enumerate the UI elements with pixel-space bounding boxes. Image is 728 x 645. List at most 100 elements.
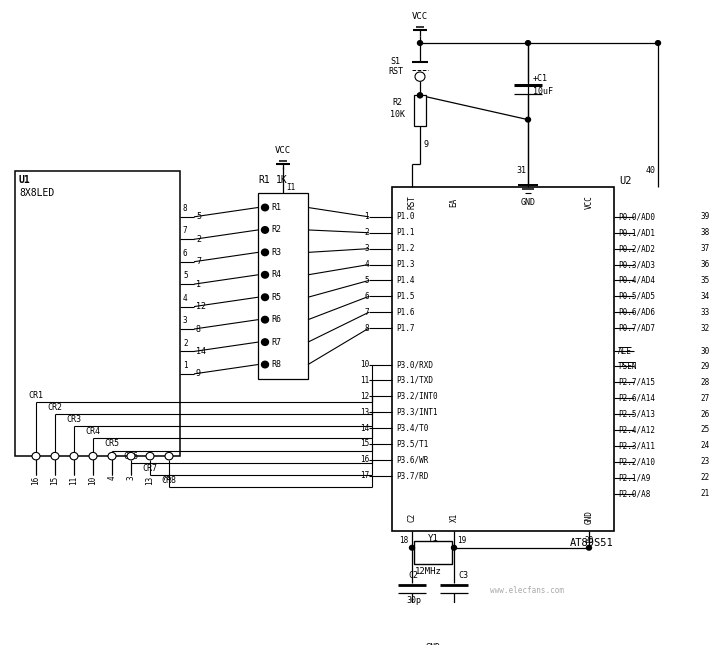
Text: 30: 30 (701, 347, 710, 356)
Text: R1: R1 (258, 175, 270, 185)
Text: 2: 2 (183, 339, 188, 348)
Text: CR3: CR3 (66, 415, 81, 424)
Text: 5: 5 (196, 212, 201, 221)
Circle shape (409, 611, 414, 615)
Circle shape (417, 93, 422, 97)
Text: 3: 3 (165, 476, 173, 481)
Text: CR8: CR8 (161, 476, 176, 485)
Text: U1: U1 (19, 175, 31, 185)
Text: P3.6/WR: P3.6/WR (396, 455, 428, 464)
Text: P2.3/A11: P2.3/A11 (618, 441, 655, 450)
Text: C2: C2 (408, 571, 418, 580)
Text: 22: 22 (701, 473, 710, 482)
Text: 20: 20 (585, 536, 593, 545)
Text: 12: 12 (196, 302, 206, 311)
Text: 11: 11 (360, 376, 369, 385)
Text: 3: 3 (183, 316, 188, 325)
Text: 38: 38 (701, 228, 710, 237)
Text: 10uF: 10uF (533, 87, 553, 96)
Circle shape (587, 546, 591, 550)
Text: 1: 1 (365, 212, 369, 221)
Text: 24: 24 (701, 441, 710, 450)
Text: 11: 11 (69, 476, 79, 485)
Text: P3.0/RXD: P3.0/RXD (396, 360, 433, 369)
Text: R6: R6 (271, 315, 281, 324)
Text: 5: 5 (365, 276, 369, 285)
Text: 7: 7 (196, 257, 201, 266)
Text: P1.4: P1.4 (396, 276, 414, 285)
Text: U2: U2 (619, 176, 631, 186)
Text: 2: 2 (365, 228, 369, 237)
Text: 25: 25 (701, 426, 710, 435)
Text: P1.1: P1.1 (396, 228, 414, 237)
Text: R1: R1 (271, 203, 281, 212)
Text: P2.2/A10: P2.2/A10 (618, 457, 655, 466)
Text: VCC: VCC (275, 146, 291, 155)
Text: 16: 16 (360, 455, 369, 464)
Text: 15: 15 (360, 439, 369, 448)
Text: R4: R4 (271, 270, 281, 279)
Circle shape (261, 317, 269, 323)
Text: 27: 27 (701, 393, 710, 402)
Text: 6: 6 (365, 292, 369, 301)
Text: P1.3: P1.3 (396, 260, 414, 269)
Text: 8: 8 (183, 204, 188, 213)
Circle shape (127, 452, 135, 460)
Bar (15, 171, 180, 456)
Text: P3.4/T0: P3.4/T0 (396, 424, 428, 433)
Text: 3: 3 (365, 244, 369, 253)
Circle shape (70, 452, 78, 460)
Circle shape (165, 452, 173, 460)
Text: 4: 4 (108, 476, 116, 481)
Text: 1: 1 (196, 280, 201, 289)
Text: 13: 13 (360, 408, 369, 417)
Text: 36: 36 (701, 260, 710, 269)
Text: CR4: CR4 (85, 428, 100, 436)
Text: AT89S51: AT89S51 (570, 538, 614, 548)
Circle shape (32, 452, 40, 460)
Text: 23: 23 (701, 457, 710, 466)
Circle shape (89, 452, 97, 460)
Text: RST: RST (388, 68, 403, 77)
Text: P2.5/A13: P2.5/A13 (618, 410, 655, 419)
Text: 26: 26 (701, 410, 710, 419)
Text: CR2: CR2 (47, 403, 62, 412)
Text: 9: 9 (424, 141, 429, 150)
Text: 21: 21 (701, 489, 710, 498)
Text: P0.3/AD3: P0.3/AD3 (618, 260, 655, 269)
Text: C3: C3 (458, 571, 468, 580)
Text: 3: 3 (127, 476, 135, 481)
Text: 31: 31 (516, 166, 526, 175)
Text: PSEN: PSEN (618, 362, 636, 371)
Text: 14: 14 (196, 347, 206, 356)
Circle shape (526, 117, 531, 122)
Text: P3.7/RD: P3.7/RD (396, 471, 428, 481)
Text: R2: R2 (392, 98, 402, 107)
Text: 37: 37 (701, 244, 710, 253)
Text: P0.6/AD6: P0.6/AD6 (618, 308, 655, 317)
Text: ALE: ALE (618, 347, 632, 356)
Text: P3.5/T1: P3.5/T1 (396, 439, 428, 448)
Text: P3.2/INT0: P3.2/INT0 (396, 392, 438, 401)
Text: RST: RST (408, 195, 416, 209)
Text: P1.6: P1.6 (396, 308, 414, 317)
Text: 8: 8 (196, 324, 201, 333)
Text: 33: 33 (701, 308, 710, 317)
Text: 32: 32 (701, 324, 710, 333)
Text: R8: R8 (271, 360, 281, 369)
Text: R7: R7 (271, 337, 281, 346)
Text: VCC: VCC (585, 195, 593, 209)
Text: 34: 34 (701, 292, 710, 301)
Text: GND: GND (425, 643, 440, 645)
Text: 12: 12 (360, 392, 369, 401)
Text: 1K: 1K (276, 175, 288, 185)
Text: R5: R5 (271, 293, 281, 302)
Text: 7: 7 (183, 226, 188, 235)
Text: S1: S1 (390, 57, 400, 66)
Text: GND: GND (585, 510, 593, 524)
Circle shape (261, 204, 269, 211)
Circle shape (261, 294, 269, 301)
Bar (414, 541, 452, 564)
Text: P1.7: P1.7 (396, 324, 414, 333)
Text: CR7: CR7 (142, 464, 157, 473)
